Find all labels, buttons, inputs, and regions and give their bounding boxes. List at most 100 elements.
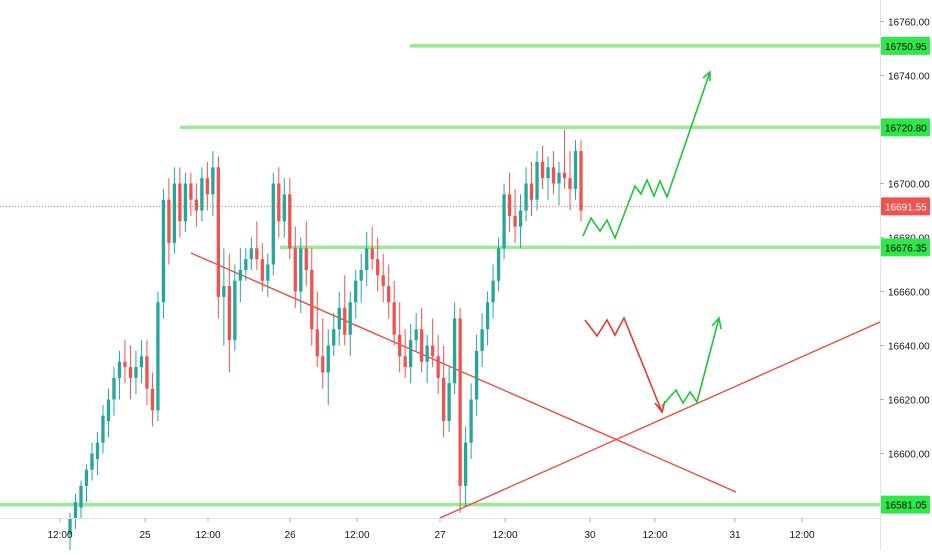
- candle-body: [343, 307, 347, 335]
- candle-body: [310, 269, 314, 330]
- y-tick-label: 16660.00: [888, 288, 930, 299]
- y-tick-label: 16700.00: [888, 180, 930, 191]
- x-tick-label: 12:00: [789, 530, 814, 541]
- candle-body: [398, 334, 402, 357]
- candle-body: [68, 518, 72, 535]
- candle-body: [238, 269, 242, 281]
- candle-body: [326, 345, 330, 373]
- candle-body: [145, 356, 149, 389]
- recovery-projection-path: [661, 317, 720, 407]
- candle-body: [568, 178, 572, 189]
- plot-background: [0, 0, 880, 518]
- candle-body: [156, 302, 160, 411]
- candle-body: [271, 183, 275, 265]
- y-axis-background: [880, 0, 932, 550]
- candle-body: [425, 345, 429, 362]
- candle-body: [211, 167, 215, 195]
- candle-body: [469, 399, 473, 443]
- x-tick-label: 12:00: [642, 530, 667, 541]
- candle-body: [447, 383, 451, 422]
- candle-body: [387, 286, 391, 303]
- candle-body: [535, 161, 539, 200]
- candle-body: [117, 361, 122, 378]
- candle-body: [370, 248, 374, 260]
- candle-body: [529, 183, 534, 200]
- candle-body: [414, 329, 418, 341]
- candle-body: [540, 161, 545, 179]
- candle-body: [474, 350, 479, 400]
- candle-body: [332, 329, 336, 346]
- recovery-arrowhead: [711, 316, 722, 330]
- y-tick-label: 16640.00: [888, 342, 930, 353]
- candle-body: [167, 199, 171, 243]
- candle-body: [178, 183, 182, 222]
- y-tick-label: 16760.00: [888, 18, 930, 29]
- candle-body: [518, 210, 523, 227]
- candle-body: [200, 178, 204, 211]
- candle-body: [392, 302, 396, 335]
- candle-body: [106, 399, 111, 422]
- candle-body: [354, 280, 358, 303]
- level-price-label-bg: [881, 238, 930, 257]
- candle-body: [139, 356, 144, 368]
- candle-body: [480, 329, 484, 351]
- candle-body: [244, 259, 248, 270]
- candle-body: [365, 248, 369, 270]
- candle-body: [524, 183, 528, 211]
- candle-body: [189, 183, 193, 200]
- candle-body: [288, 194, 292, 249]
- candle-body: [430, 345, 435, 357]
- candle-body: [227, 286, 231, 341]
- level-price-label-bg: [881, 36, 930, 55]
- candle-body: [222, 286, 226, 297]
- y-tick-label: 16620.00: [888, 396, 930, 407]
- level-price-label-bg: [881, 118, 930, 137]
- candle-body: [128, 367, 133, 378]
- y-tick-label: 16740.00: [888, 72, 930, 83]
- candle-body: [249, 248, 253, 260]
- candle-body: [101, 415, 105, 443]
- candle-body: [134, 367, 138, 378]
- candle-body: [513, 215, 517, 227]
- candle-body: [321, 356, 325, 373]
- candle-body: [73, 502, 78, 519]
- candle-body: [266, 264, 270, 281]
- candle-body: [496, 248, 501, 281]
- candle-body: [194, 199, 199, 211]
- candle-body: [557, 172, 561, 184]
- x-tick-label: 25: [139, 530, 151, 541]
- candle-body: [282, 194, 286, 222]
- candle-body: [205, 178, 210, 195]
- x-tick-label: 12:00: [195, 530, 220, 541]
- candle-body: [420, 329, 424, 362]
- candle-body: [403, 356, 407, 368]
- candle-body: [551, 167, 556, 184]
- x-tick-label: 31: [729, 530, 741, 541]
- candle-body: [90, 453, 94, 470]
- candle-body: [376, 259, 380, 276]
- candle-body: [277, 183, 281, 222]
- plot-area: [0, 0, 880, 518]
- y-tick-label: 16600.00: [888, 450, 930, 461]
- candle-body: [112, 377, 116, 400]
- x-tick-label: 27: [434, 530, 446, 541]
- x-tick-label: 30: [584, 530, 596, 541]
- current-price-label-bg: [881, 197, 930, 216]
- candle-body: [255, 248, 259, 260]
- candle-body: [150, 388, 155, 411]
- candle-body: [299, 248, 303, 292]
- level-price-label: 16750.95: [885, 42, 927, 53]
- candle-body: [79, 485, 83, 508]
- candle-body: [485, 302, 490, 330]
- level-price-label-bg: [881, 495, 930, 514]
- candle-body: [562, 172, 567, 179]
- x-tick-label: 12:00: [492, 530, 517, 541]
- candle-body: [458, 318, 462, 486]
- candle-body: [463, 442, 468, 486]
- candle-body: [337, 307, 341, 330]
- candle-body: [315, 329, 319, 357]
- candle-body: [95, 442, 100, 459]
- candle-body: [441, 377, 446, 422]
